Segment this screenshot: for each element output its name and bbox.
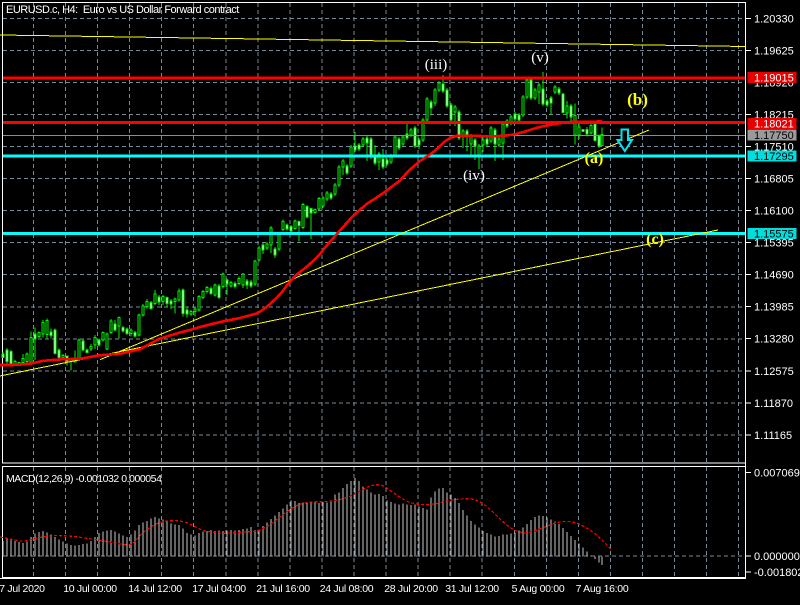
svg-text:14 Jul 12:00: 14 Jul 12:00 [128,583,182,595]
svg-text:17 Jul 04:00: 17 Jul 04:00 [192,583,246,595]
svg-text:1.11165: 1.11165 [754,430,792,442]
svg-text:(iii): (iii) [425,57,448,73]
svg-text:0.000000: 0.000000 [754,551,800,563]
svg-text:7 Aug 16:00: 7 Aug 16:00 [576,583,629,595]
svg-text:1.15575: 1.15575 [754,228,794,240]
svg-text:10 Jul 00:00: 10 Jul 00:00 [63,583,117,595]
svg-text:1.16805: 1.16805 [754,174,794,186]
svg-text:24 Jul 08:00: 24 Jul 08:00 [320,583,374,595]
svg-text:1.17295: 1.17295 [754,151,794,163]
svg-text:5 Aug 00:00: 5 Aug 00:00 [512,583,565,595]
svg-text:(c): (c) [646,231,664,248]
svg-text:(iv): (iv) [463,168,485,184]
svg-text:1.18021: 1.18021 [754,118,794,130]
svg-text:28 Jul 20:00: 28 Jul 20:00 [384,583,438,595]
svg-text:1.19625: 1.19625 [754,45,794,57]
svg-text:1.13280: 1.13280 [754,334,794,346]
svg-text:1.15395: 1.15395 [754,238,794,250]
svg-text:-0.001802: -0.001802 [754,567,800,579]
svg-text:MACD(12,26,9) -0.001032 0.0000: MACD(12,26,9) -0.001032 0.000054 [6,473,162,485]
svg-text:(v): (v) [531,50,549,66]
svg-text:1.14690: 1.14690 [754,270,794,282]
svg-text:(b): (b) [627,90,648,109]
svg-text:1.17750: 1.17750 [754,130,794,142]
svg-text:1.16100: 1.16100 [754,206,794,218]
svg-text:31 Jul 12:00: 31 Jul 12:00 [445,583,499,595]
svg-text:EURUSD.c, H4: Euro vs US Doll: EURUSD.c, H4: Euro vs US Dollar Forward … [6,4,239,16]
svg-text:1.12575: 1.12575 [754,366,794,378]
svg-text:1.20330: 1.20330 [754,13,794,25]
svg-text:0.007069: 0.007069 [754,468,800,480]
svg-text:1.17510: 1.17510 [754,141,794,153]
svg-text:1.19015: 1.19015 [754,72,794,84]
svg-text:1.11870: 1.11870 [754,398,793,410]
svg-text:7 Jul 2020: 7 Jul 2020 [0,583,45,595]
svg-text:(a): (a) [585,150,604,167]
svg-text:1.13985: 1.13985 [754,302,794,314]
svg-text:21 Jul 16:00: 21 Jul 16:00 [256,583,310,595]
